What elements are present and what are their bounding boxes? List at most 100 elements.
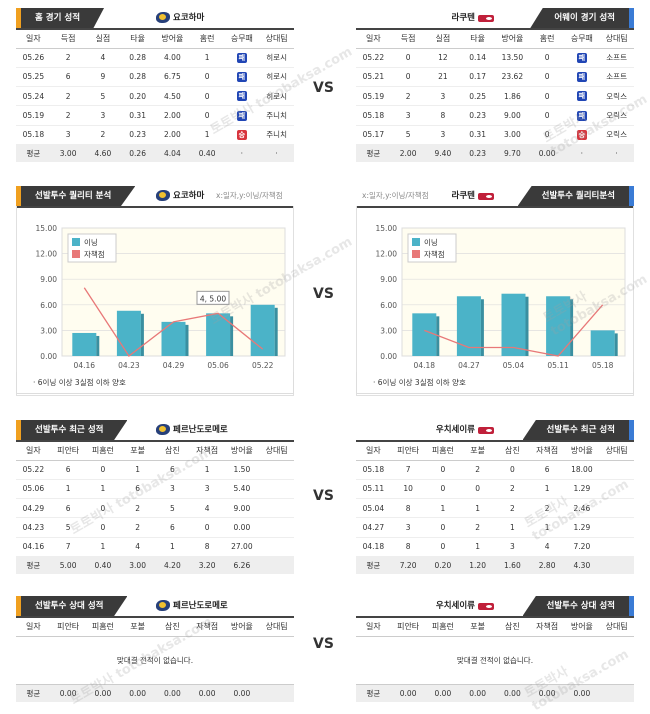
home-record-table: 일자 득점 실점 타율 방어율 홈런 승무패 상대팀 05.26 2 4 0.28 4.00 1 패 히로시 0… [16, 30, 294, 163]
table-cell: 0.23 [460, 144, 495, 163]
table-cell: 2 [50, 86, 86, 107]
table-cell: 3 [50, 125, 86, 145]
column-header: 상대팀 [259, 30, 294, 49]
table-row: 04.16 7 1 4 1 8 27.00 [16, 537, 294, 557]
table-cell: 0.00 [224, 684, 260, 702]
column-header: 포볼 [120, 618, 155, 637]
table-cell: · [599, 144, 634, 163]
table-cell: 1.60 [495, 556, 530, 575]
x-tick-label: 04.16 [74, 361, 96, 370]
table-cell: 오릭스 [599, 125, 634, 145]
table-cell: 0.00 [425, 684, 461, 702]
table-cell: 2 [50, 48, 86, 68]
empty-row: 맞대결 전적이 없습니다. [16, 636, 294, 685]
pitcher-vs-right-panel: 우치세이류 선발투수 상대 성적 일자 피안타 피홈런 포볼 삼진 자책점 방어율 상대팀 맞대… [356, 596, 634, 702]
column-header: 자책점 [189, 618, 225, 637]
table-cell: 0 [425, 460, 461, 480]
table-cell: 05.11 [356, 479, 391, 500]
tooltip: 4, 5.00 [196, 290, 230, 305]
legend-label: 자책점 [84, 249, 105, 259]
tooltip-box [196, 290, 230, 305]
table-cell: 10 [390, 479, 426, 500]
column-header: 피홈런 [425, 618, 461, 637]
table-cell: 0.00 [85, 684, 121, 702]
table-cell: 6 [120, 479, 155, 500]
table-cell: 0.00 [529, 684, 565, 702]
column-header: 피홈런 [425, 442, 461, 461]
y-tick-label: 3.00 [40, 326, 57, 335]
table-cell: 05.18 [356, 105, 391, 126]
rakuten-logo-icon [478, 427, 494, 434]
table-row: 04.29 6 0 2 5 4 9.00 [16, 498, 294, 519]
table-cell: 8 [189, 537, 225, 557]
table-cell: 6 [50, 498, 86, 519]
column-header: 삼진 [155, 442, 190, 461]
table-cell: 05.06 [16, 479, 51, 500]
table-cell: 0 [85, 460, 121, 480]
table-cell: 0 [189, 67, 225, 88]
table-row: 05.24 2 5 0.20 4.50 0 패 히로시 [16, 86, 294, 107]
table-cell: 4.00 [155, 48, 190, 68]
table-cell: 1 [460, 537, 495, 557]
column-header: 일자 [356, 618, 391, 637]
column-header: 피안타 [390, 442, 426, 461]
table-cell: 0.00 [390, 684, 426, 702]
average-row: 평균 0.00 0.00 0.00 0.00 0.00 0.00 [16, 684, 294, 702]
table-cell: 소프트 [599, 48, 634, 68]
table-cell: 5 [50, 517, 86, 538]
yokohama-logo-icon [156, 423, 170, 435]
table-row: 05.04 8 1 1 2 2 2.46 [356, 498, 634, 519]
table-cell: 2.46 [564, 498, 600, 519]
legend-swatch [72, 238, 80, 246]
column-header: 피홈런 [85, 618, 121, 637]
table-cell: 평균 [356, 556, 391, 575]
table-cell: 0.00 [529, 144, 565, 163]
empty-message: 맞대결 전적이 없습니다. [16, 636, 294, 685]
column-header: 자책점 [189, 442, 225, 461]
table-row: 04.27 3 0 2 1 1 1.29 [356, 517, 634, 538]
table-cell: 0.00 [120, 684, 155, 702]
table-cell: 1 [425, 498, 461, 519]
table-row: 05.25 6 9 0.28 6.75 0 패 히로시 [16, 67, 294, 88]
table-cell: 0.00 [564, 684, 600, 702]
table-cell: 05.25 [16, 67, 51, 88]
average-row: 평균 5.00 0.40 3.00 4.20 3.20 6.26 [16, 556, 294, 575]
table-cell: 0.26 [120, 144, 155, 163]
table-cell: 0.31 [460, 125, 495, 145]
vs-label: VS [313, 636, 334, 652]
x-tick-label: 05.06 [207, 361, 229, 370]
table-cell: 주니치 [259, 125, 294, 145]
table-row: 05.18 3 8 0.23 9.00 0 패 오릭스 [356, 105, 634, 126]
table-cell: 7.20 [564, 537, 600, 557]
table-cell: 6.26 [224, 556, 260, 575]
quality-left-note: · 6이닝 이상 3실점 이하 양호 [16, 372, 294, 394]
table-cell: 평균 [16, 684, 51, 702]
table-cell [259, 684, 294, 702]
table-cell: 3.20 [189, 556, 225, 575]
table-cell: 패 [224, 48, 260, 68]
pitcher-vs-left-tab: 선발투수 상대 성적 [16, 596, 128, 616]
column-header: 득점 [50, 30, 86, 49]
pitcher-vs-right-table: 일자 피안타 피홈런 포볼 삼진 자책점 방어율 상대팀 맞대결 전적이 없습니다. 평균 0.00… [356, 618, 634, 702]
quality-left-header: 선발투수 퀄리티 분석 요코하마 x:일자,y:이닝/자책점 [16, 186, 294, 208]
table-header-row: 일자 피안타 피홈런 포볼 삼진 자책점 방어율 상대팀 [16, 618, 294, 637]
column-header: 실점 [85, 30, 121, 49]
bar [456, 296, 481, 356]
table-cell: 히로시 [259, 48, 294, 68]
table-cell: 7 [50, 537, 86, 557]
table-row: 05.18 3 2 0.23 2.00 1 승 주니치 [16, 125, 294, 145]
table-cell: 2 [390, 86, 426, 107]
table-cell: 0.00 [50, 684, 86, 702]
table-cell: 2.80 [529, 556, 565, 575]
table-cell: 0.28 [120, 67, 155, 88]
table-cell: 0.40 [85, 556, 121, 575]
table-cell [599, 517, 634, 538]
table-cell [599, 537, 634, 557]
pitcher-recent-left-table: 일자 피안타 피홈런 포볼 삼진 자책점 방어율 상대팀 05.22 6 0 1 6 1 1.50 05.06… [16, 442, 294, 575]
pitcher-recent-right-tab: 선발투수 최근 성적 [522, 420, 634, 440]
table-cell: 04.23 [16, 517, 51, 538]
table-cell: 3 [155, 479, 190, 500]
table-cell: 7 [390, 460, 426, 480]
table-row: 05.18 7 0 2 0 6 18.00 [356, 460, 634, 480]
table-cell: 1 [155, 537, 190, 557]
